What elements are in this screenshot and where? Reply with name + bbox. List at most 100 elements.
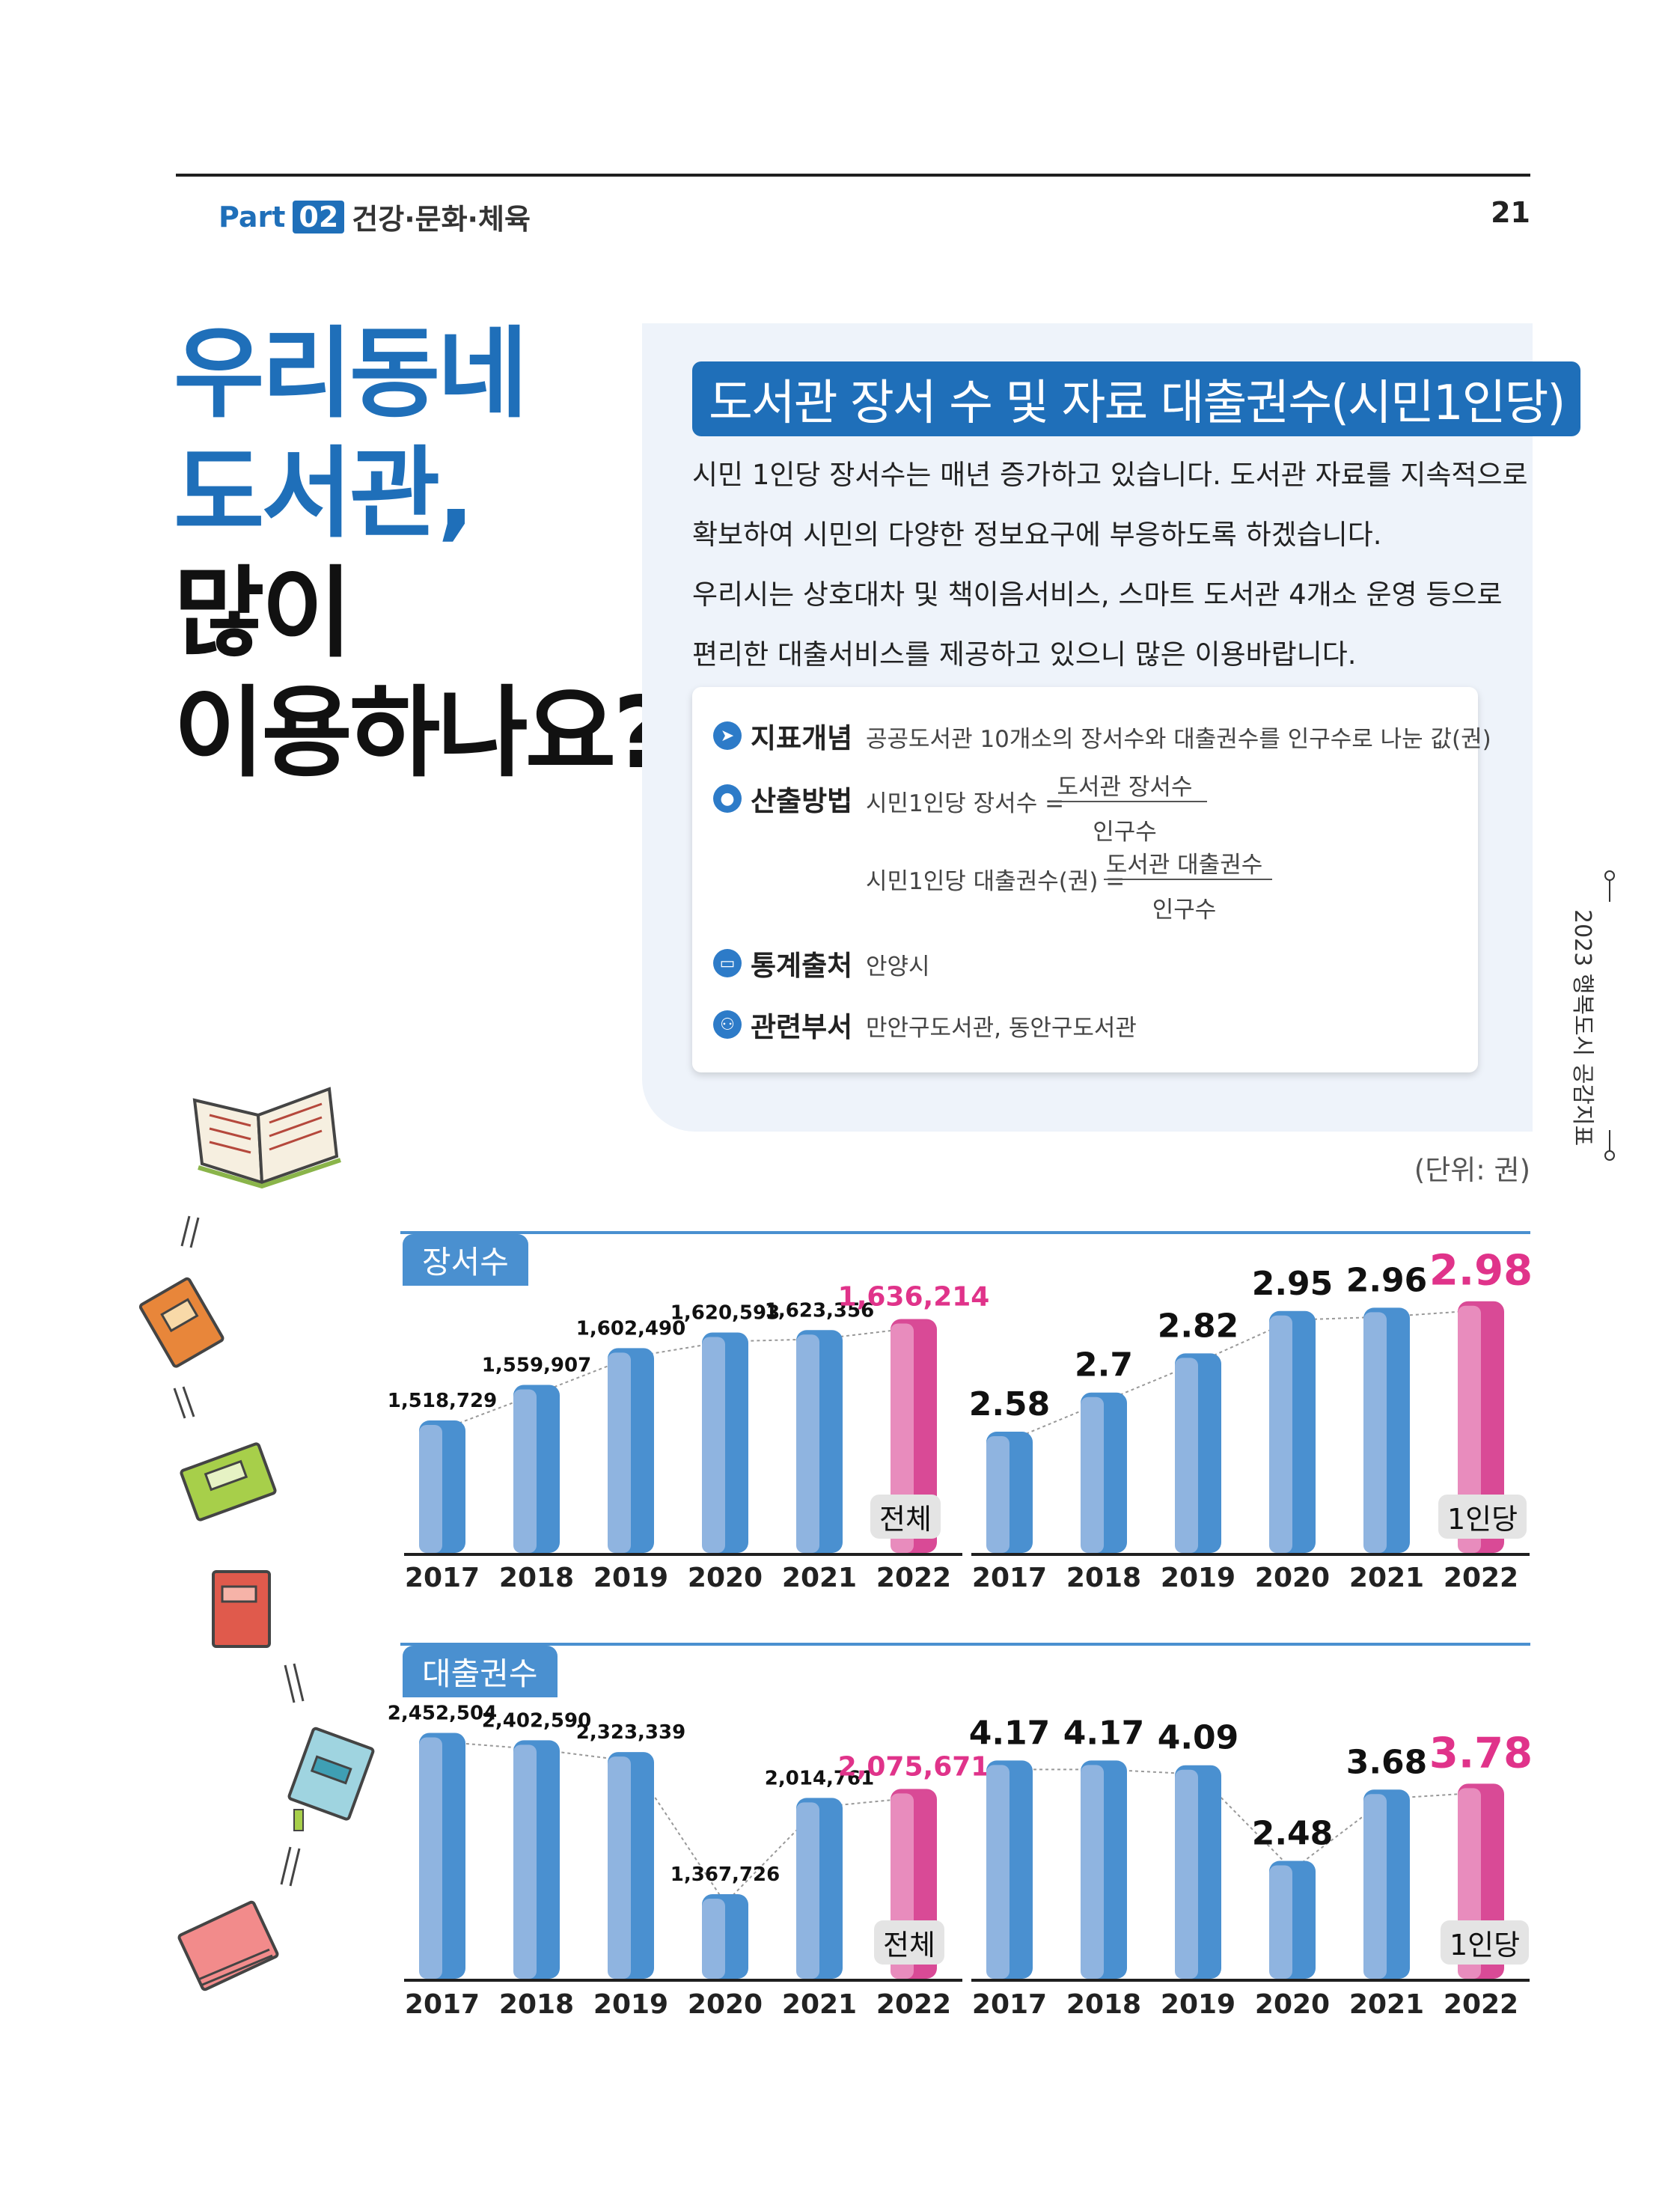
year-label: 2019: [593, 1989, 668, 2020]
title-line-2: 도서관,: [174, 436, 474, 552]
bar-highlight: [1363, 1794, 1387, 1979]
part-number: 02: [293, 200, 345, 233]
value-label: 1,623,356: [765, 1299, 874, 1322]
baseline: [404, 1553, 962, 1556]
trend-line: [442, 1327, 914, 1430]
year-label: 2017: [405, 1563, 480, 1593]
bar-highlight: [608, 1352, 631, 1553]
year-label: 2022: [1444, 1989, 1518, 2020]
year-label: 2018: [1066, 1989, 1141, 2020]
panel-intro: 시민 1인당 장서수는 매년 증가하고 있습니다. 도서관 자료를 지속적으로 …: [692, 445, 1528, 685]
motion-lines-icon: [284, 1663, 305, 1703]
part-word: Part: [219, 200, 286, 233]
method-label: 산출방법: [751, 785, 853, 817]
value-label: 1,620,593: [671, 1301, 780, 1324]
value-label: 4.09: [1158, 1719, 1239, 1757]
bar-highlight: [986, 1436, 1009, 1553]
intro-line: 우리시는 상호대차 및 책이음서비스, 스마트 도서관 4개소 운영 등으로: [692, 579, 1503, 611]
bar-highlight: [608, 1756, 631, 1979]
year-label: 2022: [876, 1989, 951, 2020]
bar-highlight: [796, 1334, 819, 1553]
value-label: 2,402,590: [482, 1709, 591, 1732]
orange-book-icon: [138, 1277, 224, 1368]
value-label: 4.17: [969, 1714, 1051, 1752]
year-label: 2021: [782, 1989, 857, 2020]
side-line-top: [1609, 879, 1610, 902]
source-text: 안양시: [866, 953, 930, 980]
year-label: 2019: [593, 1563, 668, 1593]
open-book-icon: [192, 1087, 341, 1189]
year-label: 2018: [499, 1989, 574, 2020]
value-label: 2,323,339: [576, 1721, 685, 1744]
formula1-denominator: 인구수: [1093, 819, 1157, 846]
red-book-icon: [212, 1570, 271, 1648]
formula2-denominator: 인구수: [1152, 897, 1217, 924]
value-label: 2.82: [1158, 1307, 1239, 1345]
formula1-numerator: 도서관 장서수: [1057, 774, 1193, 801]
bar-highlight: [1081, 1765, 1104, 1979]
bar-highlight: [1175, 1358, 1198, 1553]
year-label: 2019: [1161, 1563, 1235, 1593]
chart-holdings-total: 1,518,729 2017 1,559,907 2018 1,602,490 2019 1…: [388, 1281, 990, 1593]
intro-line: 시민 1인당 장서수는 매년 증가하고 있습니다. 도서관 자료를 지속적으로: [692, 459, 1528, 491]
formula2-numerator: 도서관 대출권수: [1105, 852, 1263, 879]
part-label: Part 02 건강·문화·체육: [219, 196, 531, 237]
year-label: 2020: [688, 1563, 763, 1593]
chat-icon: ●: [713, 784, 742, 813]
chart-loans-total: 2,452,504 2017 2,402,590 2018 2,323,339 2019 1…: [388, 1702, 990, 2020]
bar-highlight: [1458, 1305, 1481, 1553]
holdings-rule: [400, 1231, 1530, 1234]
value-label: 2,075,671: [838, 1751, 990, 1782]
baseline: [971, 1979, 1530, 1982]
loans-rule: [400, 1643, 1530, 1646]
bar-highlight: [702, 1898, 725, 1979]
formula1-lhs: 시민1인당 장서수 =: [866, 790, 1065, 817]
value-label: 1,636,214: [838, 1281, 990, 1312]
page-number: 21: [1491, 196, 1530, 229]
indicator-card: ➤ 지표개념 공공도서관 10개소의 장서수와 대출권수를 인구수로 나눈 값(…: [692, 687, 1491, 1072]
formula1-divider: [1050, 801, 1207, 802]
year-label: 2018: [1066, 1563, 1141, 1593]
bar-highlight: [1175, 1769, 1198, 1979]
department-label: 관련부서: [751, 1011, 853, 1043]
value-label: 3.78: [1429, 1729, 1533, 1777]
section-tab-holdings: 장서수: [403, 1234, 528, 1286]
value-label: 1,367,726: [671, 1863, 780, 1886]
year-label: 2020: [1255, 1563, 1330, 1593]
bar-highlight: [1363, 1312, 1387, 1553]
value-label: 2.96: [1346, 1261, 1428, 1299]
formula2-lhs: 시민1인당 대출권수(권) =: [866, 868, 1125, 895]
green-book-icon: [180, 1442, 277, 1521]
section-name: 건강·문화·체육: [352, 203, 531, 236]
year-label: 2017: [972, 1989, 1047, 2020]
department-text: 만안구도서관, 동안구도서관: [866, 1015, 1137, 1042]
motion-lines-icon: [173, 1386, 195, 1419]
badge-per-capita: 1인당: [1438, 1495, 1527, 1539]
title-line-1: 우리동네: [174, 317, 528, 432]
side-dot-bottom: [1604, 1150, 1615, 1161]
chart-holdings-per-capita: 2.58 2017 2.7 2018 2.82 2019 2.95 2020 2.96 2021 2…: [969, 1247, 1533, 1593]
bar-highlight: [1269, 1865, 1292, 1979]
panel-heading: 도서관 장서 수 및 자료 대출권수(시민1인당): [692, 361, 1581, 436]
value-label: 2.7: [1075, 1346, 1133, 1385]
year-label: 2019: [1161, 1989, 1235, 2020]
value-label: 2.48: [1252, 1815, 1334, 1853]
bar-highlight: [419, 1425, 442, 1553]
monitor-icon: ▭: [713, 949, 742, 977]
bar-highlight: [702, 1337, 725, 1553]
value-label: 2,014,761: [765, 1767, 874, 1789]
title-line-4: 이용하나요?: [174, 676, 671, 791]
value-label: 2.58: [969, 1385, 1051, 1423]
bar-highlight: [796, 1802, 819, 1979]
year-label: 2021: [1349, 1563, 1424, 1593]
bar-highlight: [513, 1389, 537, 1553]
value-label: 1,559,907: [482, 1354, 591, 1376]
chart-loans-per-capita: 4.17 2017 4.17 2018 4.09 2019 2.48 2020 3.68 2021…: [969, 1714, 1533, 2020]
value-label: 2.95: [1252, 1265, 1334, 1303]
trend-line: [1009, 1768, 1482, 1871]
year-label: 2021: [1349, 1989, 1424, 2020]
intro-line: 편리한 대출서비스를 제공하고 있으니 많은 이용바랍니다.: [692, 638, 1357, 671]
pink-book-icon: [177, 1900, 279, 1991]
motion-lines-icon: [280, 1846, 301, 1887]
value-label: 2.98: [1429, 1247, 1533, 1295]
